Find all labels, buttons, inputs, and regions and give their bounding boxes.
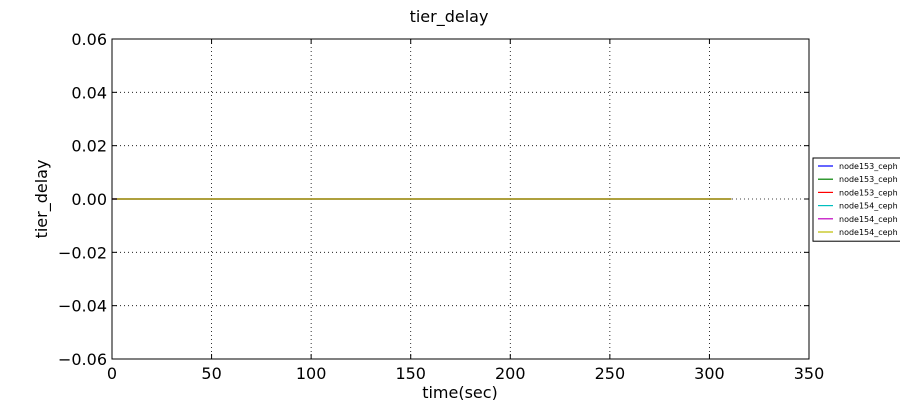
legend-label: node154_ceph: [839, 215, 898, 224]
y-tick-label: 0.06: [71, 30, 107, 49]
legend-label: node153_ceph: [839, 188, 898, 197]
legend: node153_ceph node153_ceph node153_cephnode…: [812, 157, 900, 242]
x-tick-label: 50: [201, 364, 221, 383]
x-tick-label: 100: [296, 364, 327, 383]
x-ticks: 0 50 100 150 200 250 300 350: [107, 39, 824, 383]
y-tick-label: 0.02: [71, 137, 107, 156]
y-tick-label: −0.06: [58, 350, 107, 369]
y-axis-label: tier_delay: [32, 160, 52, 239]
y-ticks: 0.06 0.04 0.02 0.00 −0.02 −0.04 −0.06: [58, 30, 809, 369]
y-tick-label: 0.00: [71, 190, 107, 209]
legend-label: node153_ceph: [839, 175, 898, 184]
legend-label: node154_ceph: [839, 202, 898, 211]
x-tick-label: 350: [794, 364, 825, 383]
x-tick-label: 250: [595, 364, 626, 383]
x-tick-label: 150: [395, 364, 426, 383]
y-tick-label: −0.02: [58, 243, 107, 262]
y-tick-label: 0.04: [71, 83, 107, 102]
chart-title: tier_delay: [410, 7, 489, 27]
x-axis-label: time(sec): [422, 383, 498, 400]
legend-label: node154_ceph: [839, 228, 898, 237]
x-tick-label: 300: [694, 364, 725, 383]
y-tick-label: −0.04: [58, 297, 107, 316]
legend-label: node153_ceph: [839, 162, 898, 171]
legend-box: [812, 157, 900, 242]
x-tick-label: 0: [107, 364, 117, 383]
x-tick-label: 200: [495, 364, 526, 383]
